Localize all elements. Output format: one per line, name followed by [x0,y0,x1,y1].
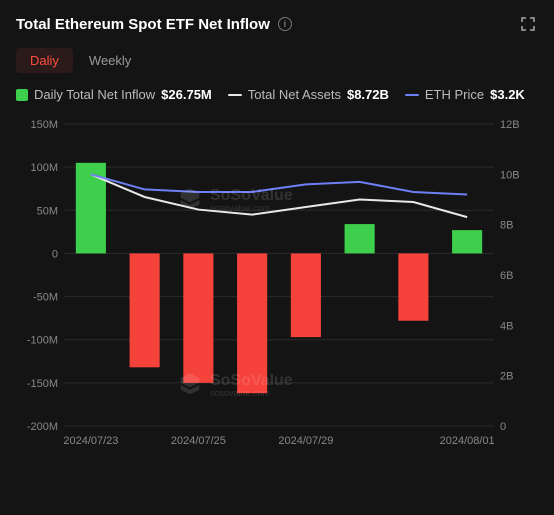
svg-text:0: 0 [52,248,58,260]
legend-eth-label: ETH Price [425,87,484,102]
svg-text:50M: 50M [37,205,58,217]
legend-item-inflow[interactable]: Daily Total Net Inflow $26.75M [16,87,212,102]
svg-text:-150M: -150M [27,378,58,390]
svg-text:6B: 6B [500,270,513,282]
chart-area: 150M 100M 50M 0 -50M -100M -150M -200M 12B 10B 8B 6… [16,116,538,456]
legend-item-assets[interactable]: Total Net Assets $8.72B [228,87,389,102]
svg-text:-50M: -50M [33,292,58,304]
expand-icon[interactable] [518,14,538,34]
tab-daily[interactable]: Daliy [16,48,73,73]
svg-text:-100M: -100M [27,335,58,347]
svg-text:2024/07/29: 2024/07/29 [278,435,333,447]
svg-text:2B: 2B [500,371,513,383]
svg-text:2024/08/01: 2024/08/01 [440,435,495,447]
legend-inflow-value: $26.75M [161,87,212,102]
title-row: Total Ethereum Spot ETF Net Inflow i [16,16,292,33]
legend-eth-value: $3.2K [490,87,525,102]
period-tabs: Daliy Weekly [16,48,538,73]
svg-text:0: 0 [500,421,506,433]
etf-inflow-panel: Total Ethereum Spot ETF Net Inflow i Dal… [0,0,554,515]
legend-inflow-label: Daily Total Net Inflow [34,87,155,102]
svg-text:10B: 10B [500,169,520,181]
legend-assets-label: Total Net Assets [248,87,341,102]
info-icon[interactable]: i [278,17,292,31]
svg-text:100M: 100M [30,162,58,174]
eth-line-icon [405,94,419,96]
panel-title: Total Ethereum Spot ETF Net Inflow [16,16,270,33]
chart-svg: 150M 100M 50M 0 -50M -100M -150M -200M 12B 10B 8B 6… [16,116,538,456]
svg-text:2024/07/25: 2024/07/25 [171,435,226,447]
legend-item-eth[interactable]: ETH Price $3.2K [405,87,525,102]
svg-text:4B: 4B [500,320,513,332]
assets-line-icon [228,94,242,96]
tab-weekly[interactable]: Weekly [75,48,145,73]
svg-text:12B: 12B [500,119,520,131]
svg-text:-200M: -200M [27,421,58,433]
legend-assets-value: $8.72B [347,87,389,102]
svg-text:8B: 8B [500,220,513,232]
inflow-swatch-icon [16,89,28,101]
svg-text:150M: 150M [30,119,58,131]
svg-text:2024/07/23: 2024/07/23 [63,435,118,447]
legend: Daily Total Net Inflow $26.75M Total Net… [16,87,538,102]
panel-header: Total Ethereum Spot ETF Net Inflow i [16,14,538,34]
